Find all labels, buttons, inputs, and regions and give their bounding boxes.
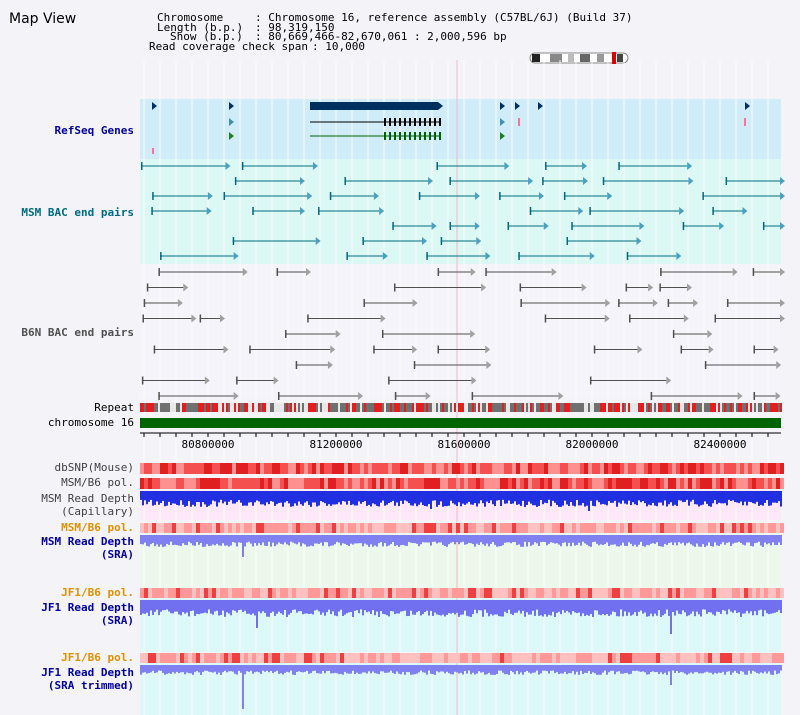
- track-label-refseq[interactable]: RefSeq Genes: [54, 124, 134, 137]
- jf1-depth-trim-bars: [140, 665, 782, 709]
- length-value: : 98,319,150: [255, 21, 335, 34]
- axis-tick-label: 82400000: [693, 438, 747, 451]
- refseq-genes-track: [152, 102, 750, 154]
- track-label-msm-depth-sra-2: (SRA): [100, 548, 134, 561]
- axis-tick-label: 81600000: [437, 438, 491, 451]
- b6n-bac-track: [141, 268, 785, 400]
- msm-b6-pol-heatmap: [140, 478, 784, 489]
- track-label-jf1-depth-trim-1[interactable]: JF1 Read Depth: [41, 666, 134, 679]
- track-label-jf1-b6-pol[interactable]: JF1/B6 pol.: [61, 586, 134, 599]
- show-key: Show (b.p.): [170, 30, 243, 43]
- track-label-jf1-depth-sra-2: (SRA): [100, 614, 134, 627]
- track-label-msm-b6-pol[interactable]: MSM/B6 pol.: [61, 476, 134, 489]
- track-label-msm-b6-pol-2[interactable]: MSM/B6 pol.: [61, 521, 134, 534]
- repeat-track: [140, 403, 782, 412]
- chromosome-bar: [140, 418, 781, 428]
- show-value: : 80,669,466-82,670,061 : 2,000,596 bp: [255, 30, 507, 43]
- jf1-sra-bg: [140, 597, 781, 652]
- page-title: Map View: [9, 11, 77, 27]
- track-label-jf1-depth-sra-1[interactable]: JF1 Read Depth: [41, 601, 134, 614]
- track-label-dbsnp[interactable]: dbSNP(Mouse): [54, 461, 134, 474]
- axis-ticks: [143, 433, 769, 437]
- msm-depth-capillary-bars: [140, 491, 782, 511]
- jf1-trim-bg: [140, 662, 781, 715]
- chromosome-key: Chromosome: [157, 11, 224, 24]
- coverage-key: Read coverage check span: [149, 40, 308, 53]
- track-label-jf1-b6-pol-2[interactable]: JF1/B6 pol.: [61, 651, 134, 664]
- coverage-value: : 10,000: [312, 40, 365, 53]
- msm-sra-bg: [140, 533, 781, 588]
- axis-tick-label: 82000000: [565, 438, 619, 451]
- track-label-msm-bac[interactable]: MSM BAC end pairs: [21, 206, 134, 219]
- track-label-msm-depth-cap-2: (Capillary): [61, 505, 134, 518]
- length-key: Length (b.p.): [157, 21, 244, 34]
- dbsnp-heatmap: [140, 463, 784, 474]
- msm-bac-bg: [140, 159, 781, 264]
- track-label-b6n-bac[interactable]: B6N BAC end pairs: [21, 326, 134, 339]
- track-label-repeat[interactable]: Repeat: [94, 401, 134, 414]
- axis-tick-label: 81200000: [309, 438, 363, 451]
- msm-depth-sra-bars: [140, 535, 782, 557]
- track-label-chromosome: chromosome 16: [47, 416, 134, 429]
- track-label-jf1-depth-trim-2: (SRA trimmed): [47, 679, 134, 692]
- jf1-b6-pol-heatmap: [140, 588, 784, 598]
- refseq-bg: [140, 99, 781, 159]
- track-label-msm-depth-cap-1[interactable]: MSM Read Depth: [41, 492, 134, 505]
- chromosome-ideogram: [529, 52, 629, 64]
- jf1-b6-pol-2-heatmap: [140, 653, 784, 663]
- msm-b6-pol-2-heatmap: [140, 523, 784, 533]
- b6n-bg: [140, 264, 781, 398]
- track-label-msm-depth-sra-1[interactable]: MSM Read Depth: [41, 535, 134, 548]
- jf1-depth-sra-bars: [140, 600, 782, 634]
- axis-tick-label: 80800000: [181, 438, 235, 451]
- msm-cap-bg: [140, 490, 781, 520]
- grid-lines: [143, 60, 769, 715]
- msm-bac-track: [141, 162, 785, 260]
- chromosome-value: : Chromosome 16, reference assembly (C57…: [255, 11, 633, 24]
